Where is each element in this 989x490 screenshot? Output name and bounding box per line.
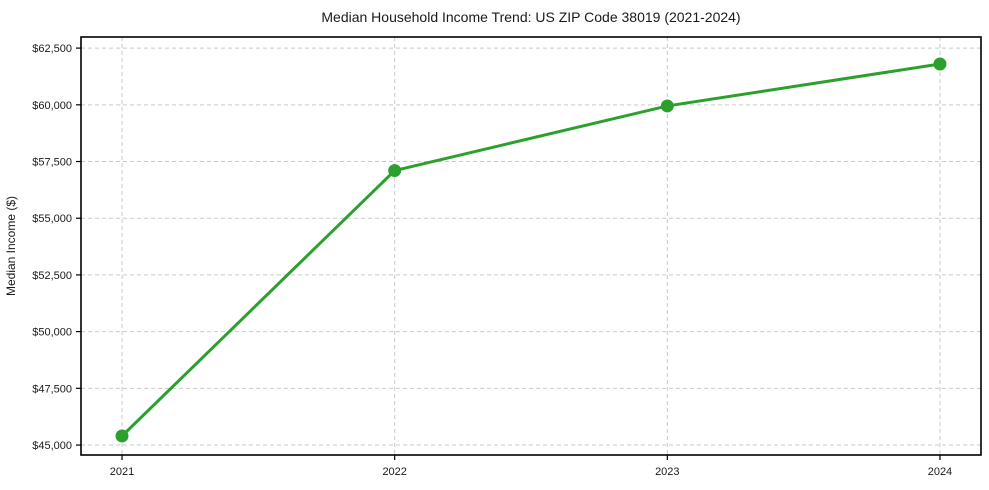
y-tick-label: $47,500 [32,383,72,395]
x-tick-label: 2023 [655,466,679,478]
x-tick-label: 2022 [382,466,406,478]
x-tick-label: 2021 [110,466,134,478]
y-tick-label: $50,000 [32,327,72,339]
data-point-2023 [660,99,674,113]
data-point-2021 [115,429,129,443]
y-tick-label: $57,500 [32,157,72,169]
chart-title: Median Household Income Trend: US ZIP Co… [321,9,740,25]
y-tick-label: $45,000 [32,440,72,452]
data-point-2022 [388,164,402,178]
y-axis-label: Median Income ($) [4,196,18,296]
income-series [115,57,947,443]
income-line [120,62,942,438]
y-tick-label: $60,000 [32,100,72,112]
y-tick-label: $55,000 [32,213,72,225]
y-tick-label: $62,500 [32,43,72,55]
data-point-2024 [933,57,947,71]
axis-ticks [76,47,941,460]
gridlines [81,37,981,455]
y-tick-label: $52,500 [32,270,72,282]
x-tick-label: 2024 [928,466,952,478]
plot-border [80,36,982,456]
axis-tick-labels: $45,000 $47,500 $50,000 $52,500 $55,000 $57,5… [32,43,952,478]
